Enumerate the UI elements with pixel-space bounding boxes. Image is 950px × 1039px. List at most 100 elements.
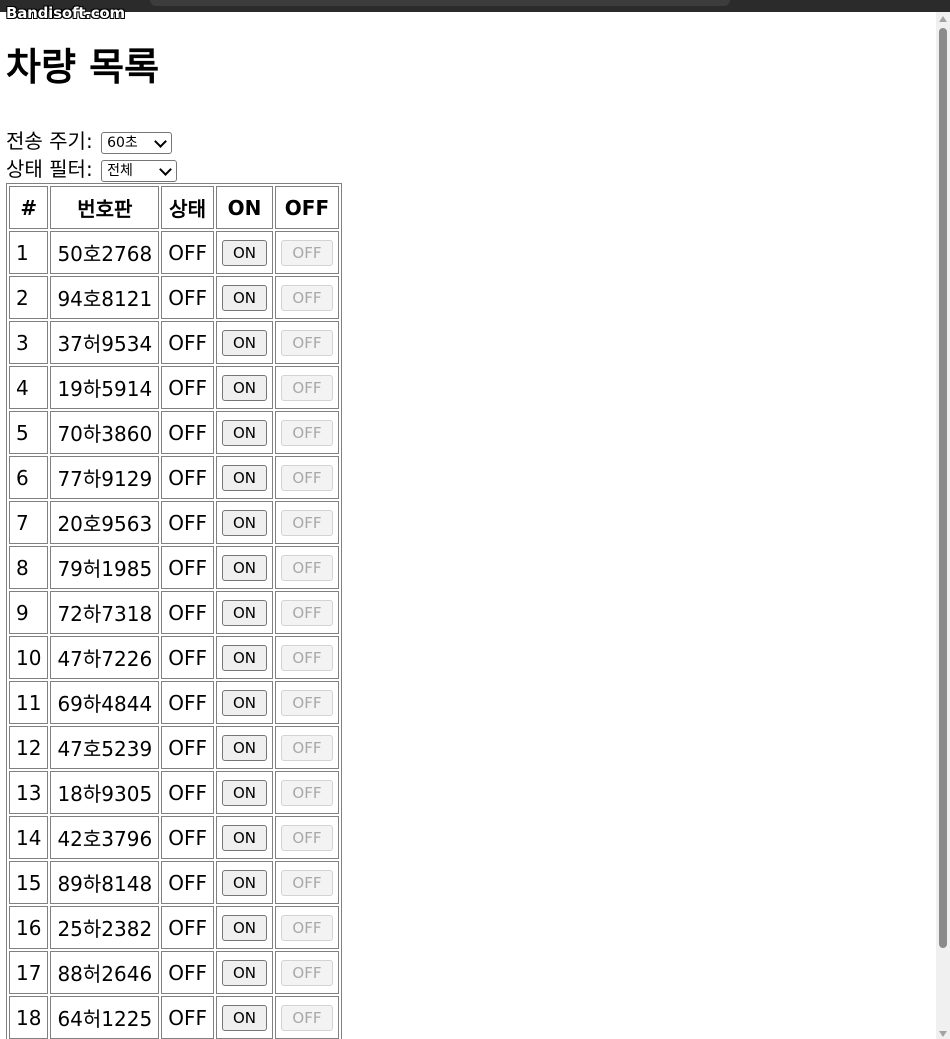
on-cell: ON [215,366,273,409]
table-row: 2 94호8121 OFF ON OFF [9,276,339,319]
interval-selected-value: 60초 [107,134,138,151]
table-row: 4 19하5914 OFF ON OFF [9,366,339,409]
column-header-off: OFF [274,186,339,229]
on-button[interactable]: ON [221,915,267,941]
on-cell: ON [215,951,273,994]
on-button[interactable]: ON [221,285,267,311]
interval-control: 전송 주기: 60초 [6,129,173,154]
row-number: 12 [9,726,49,769]
on-button[interactable]: ON [221,240,267,266]
off-cell: OFF [274,951,339,994]
table-row: 7 20호9563 OFF ON OFF [9,501,339,544]
off-button: OFF [280,645,333,671]
off-button: OFF [280,465,333,491]
status-value: OFF [161,906,214,949]
off-button: OFF [280,555,333,581]
status-filter-control: 상태 필터: 전체 [6,157,178,182]
off-button: OFF [280,915,333,941]
on-cell: ON [215,591,273,634]
off-button: OFF [280,510,333,536]
table-row: 14 42호3796 OFF ON OFF [9,816,339,859]
off-button: OFF [280,285,333,311]
on-button[interactable]: ON [221,555,267,581]
on-button[interactable]: ON [221,330,267,356]
on-button[interactable]: ON [221,690,267,716]
on-cell: ON [215,546,273,589]
off-cell: OFF [274,366,339,409]
scroll-down-arrow-icon[interactable] [939,1031,947,1037]
table-row: 16 25하2382 OFF ON OFF [9,906,339,949]
status-filter-label: 상태 필터: [6,157,93,181]
table-header-row: # 번호판 상태 ON OFF [9,186,339,229]
row-number: 1 [9,231,49,274]
table-row: 8 79허1985 OFF ON OFF [9,546,339,589]
table-row: 3 37허9534 OFF ON OFF [9,321,339,364]
status-value: OFF [161,996,214,1039]
status-value: OFF [161,321,214,364]
on-cell: ON [215,501,273,544]
plate-number: 69하4844 [50,681,160,724]
off-cell: OFF [274,681,339,724]
row-number: 11 [9,681,49,724]
plate-number: 47호5239 [50,726,160,769]
plate-number: 50호2768 [50,231,160,274]
plate-number: 37허9534 [50,321,160,364]
on-button[interactable]: ON [221,1005,267,1031]
status-value: OFF [161,366,214,409]
row-number: 13 [9,771,49,814]
row-number: 4 [9,366,49,409]
plate-number: 94호8121 [50,276,160,319]
table-row: 15 89하8148 OFF ON OFF [9,861,339,904]
scrollbar-thumb[interactable] [939,28,947,948]
on-button[interactable]: ON [221,600,267,626]
on-button[interactable]: ON [221,825,267,851]
off-cell: OFF [274,816,339,859]
status-filter-select[interactable]: 전체 [101,159,178,182]
off-cell: OFF [274,906,339,949]
row-number: 8 [9,546,49,589]
off-cell: OFF [274,321,339,364]
on-cell: ON [215,681,273,724]
plate-number: 25하2382 [50,906,160,949]
on-button[interactable]: ON [221,510,267,536]
row-number: 5 [9,411,49,454]
scroll-up-arrow-icon[interactable] [939,16,947,22]
status-filter-selected-value: 전체 [107,162,133,179]
row-number: 17 [9,951,49,994]
off-button: OFF [280,375,333,401]
status-value: OFF [161,861,214,904]
on-button[interactable]: ON [221,735,267,761]
status-value: OFF [161,231,214,274]
table-row: 5 70하3860 OFF ON OFF [9,411,339,454]
on-button[interactable]: ON [221,375,267,401]
on-button[interactable]: ON [221,465,267,491]
on-button[interactable]: ON [221,870,267,896]
table-row: 17 88허2646 OFF ON OFF [9,951,339,994]
off-button: OFF [280,690,333,716]
vertical-scrollbar[interactable] [936,12,950,1039]
status-value: OFF [161,411,214,454]
column-header-number: # [9,186,49,229]
on-button[interactable]: ON [221,780,267,806]
row-number: 6 [9,456,49,499]
plate-number: 18하9305 [50,771,160,814]
page-content: 차량 목록 전송 주기: 60초 상태 필터: 전체 # 번호판 상태 ON O… [0,12,936,1039]
status-value: OFF [161,681,214,724]
column-header-plate: 번호판 [50,186,160,229]
on-button[interactable]: ON [221,645,267,671]
row-number: 9 [9,591,49,634]
table-row: 1 50호2768 OFF ON OFF [9,231,339,274]
status-value: OFF [161,591,214,634]
on-button[interactable]: ON [221,420,267,446]
plate-number: 47하7226 [50,636,160,679]
on-button[interactable]: ON [221,960,267,986]
on-cell: ON [215,276,273,319]
row-number: 18 [9,996,49,1039]
on-cell: ON [215,636,273,679]
table-row: 11 69하4844 OFF ON OFF [9,681,339,724]
interval-select[interactable]: 60초 [101,131,173,154]
address-bar [150,0,730,6]
plate-number: 88허2646 [50,951,160,994]
table-row: 9 72하7318 OFF ON OFF [9,591,339,634]
on-cell: ON [215,456,273,499]
